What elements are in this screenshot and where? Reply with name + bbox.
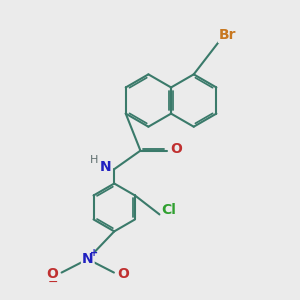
Text: O: O <box>117 267 129 281</box>
Text: N: N <box>100 160 111 174</box>
Text: H: H <box>90 155 99 165</box>
Text: −: − <box>47 276 58 289</box>
Text: N: N <box>82 252 94 266</box>
Text: Br: Br <box>219 28 236 42</box>
Text: O: O <box>47 267 58 281</box>
Text: Cl: Cl <box>162 203 177 217</box>
Text: O: O <box>170 142 182 156</box>
Text: +: + <box>90 248 98 258</box>
